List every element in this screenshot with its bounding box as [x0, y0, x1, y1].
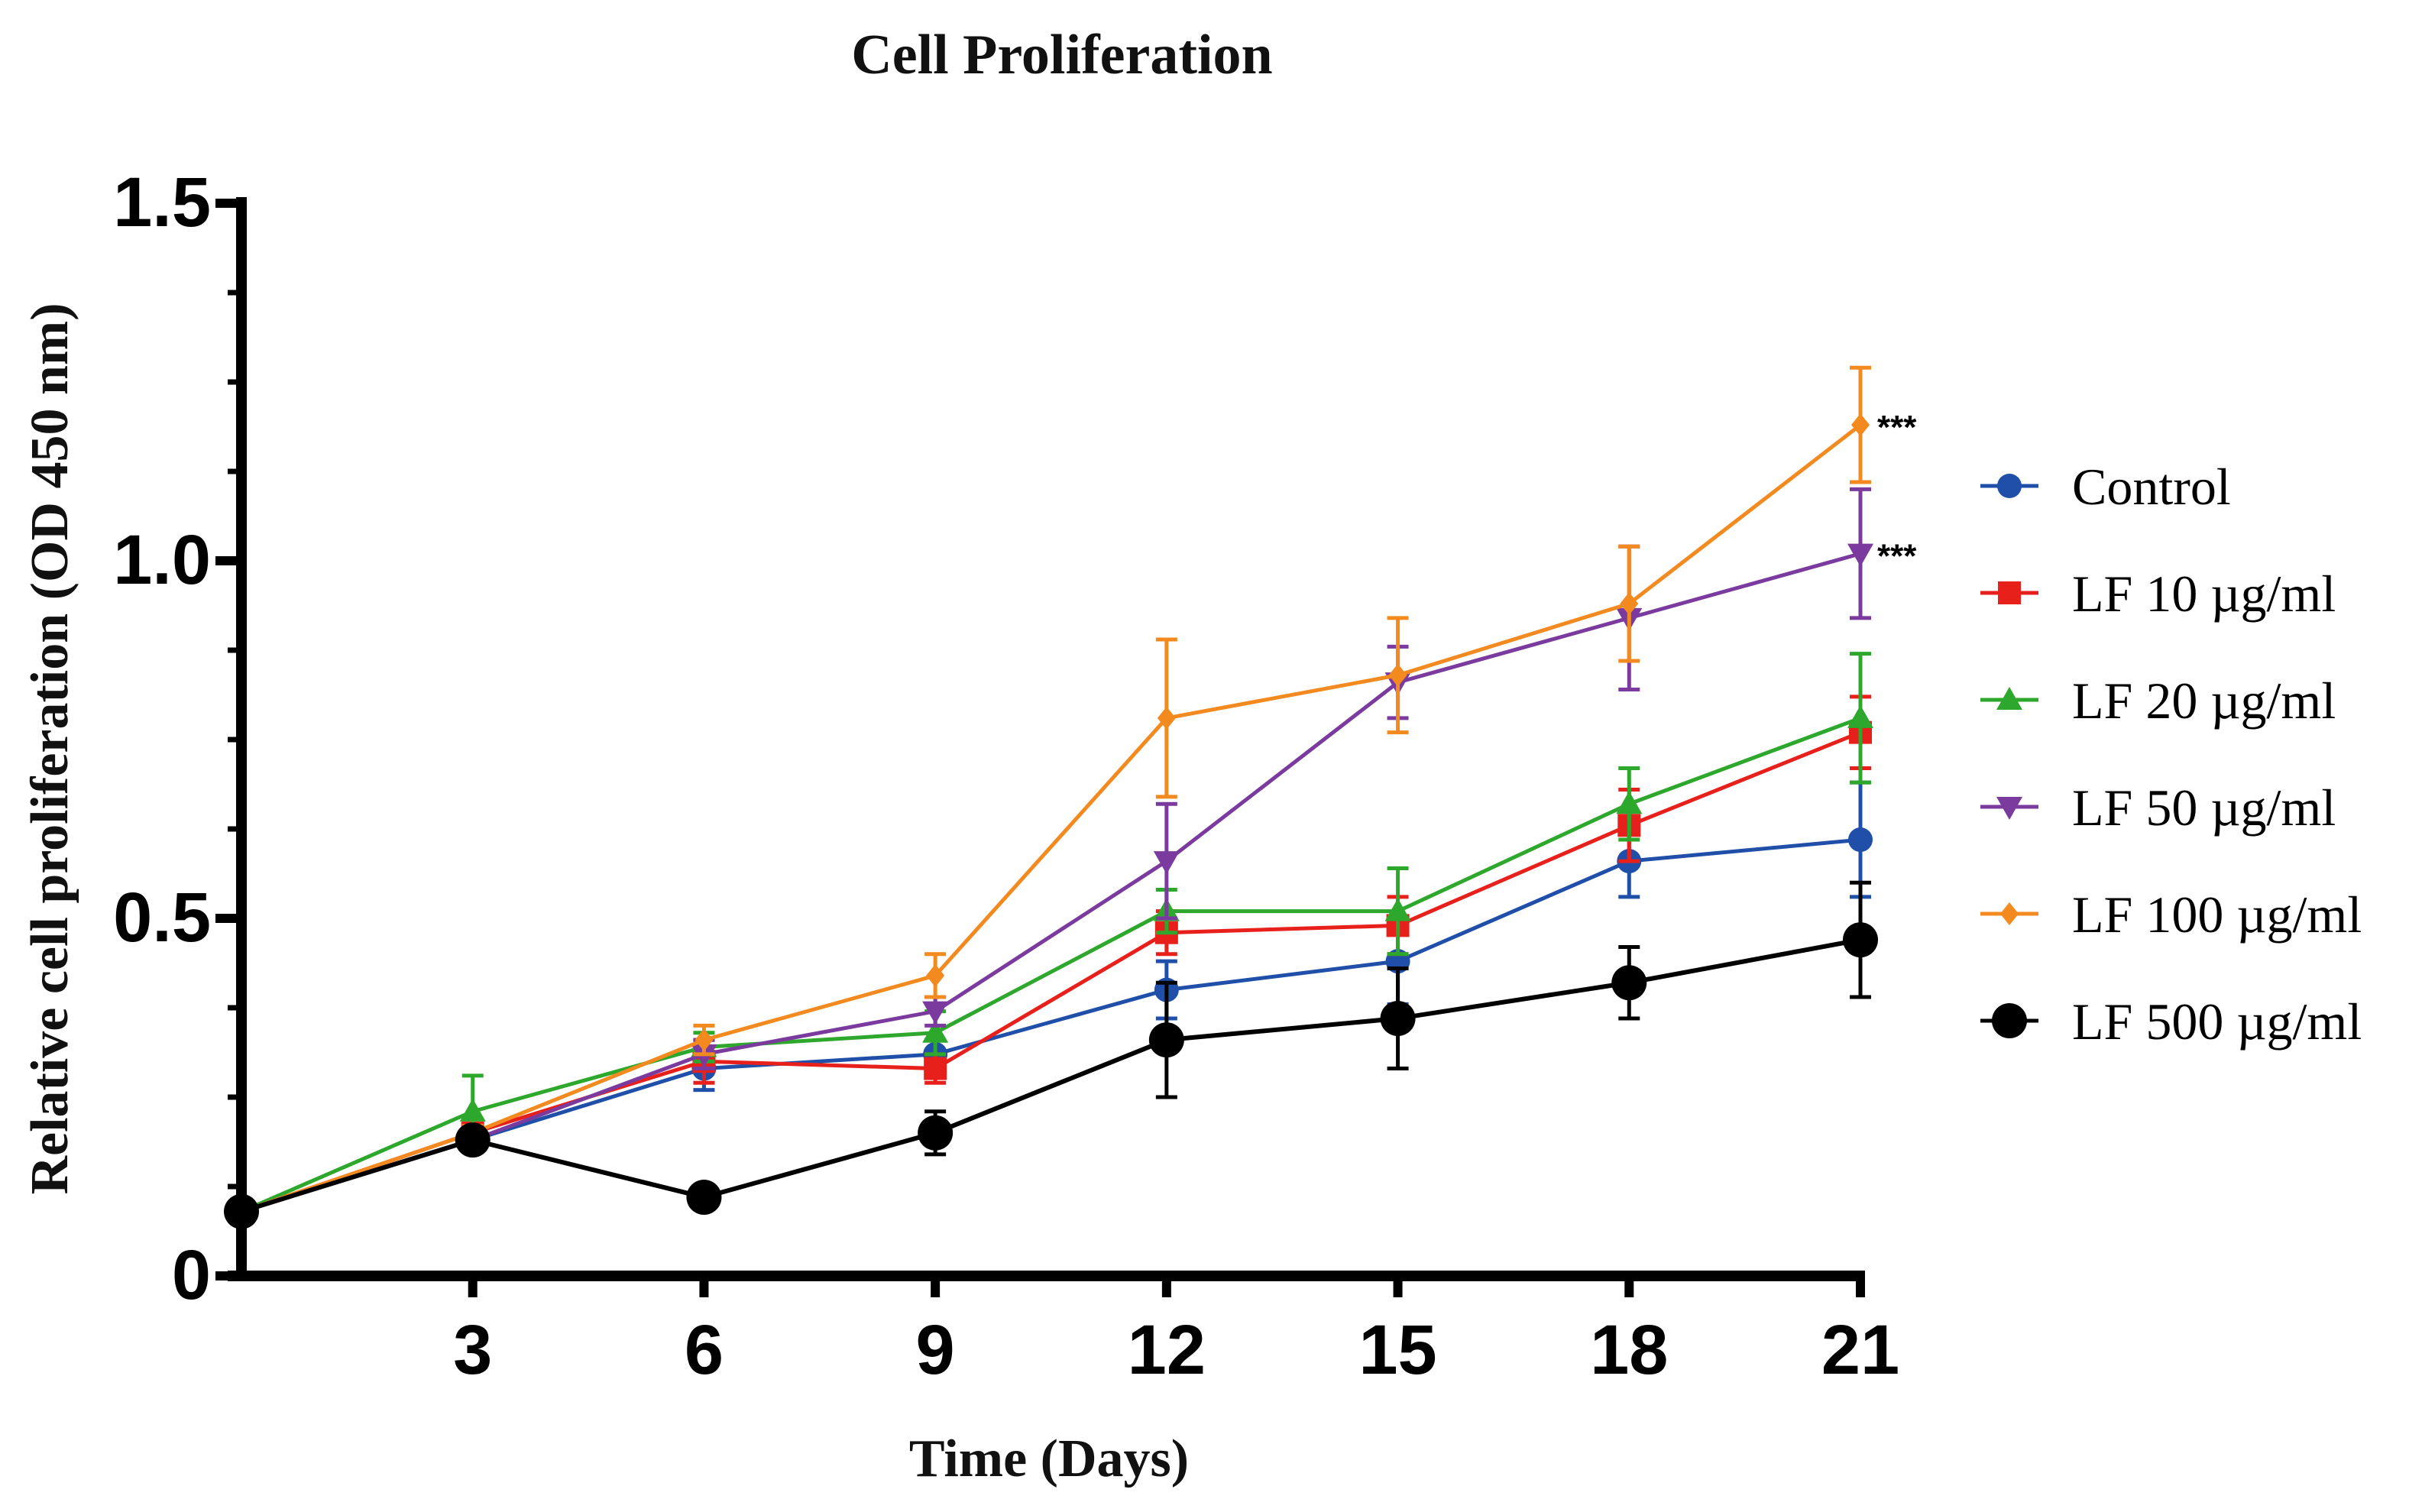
data-point	[1611, 965, 1647, 1001]
axes: 0 0.5 1.0 1.5 3 6 9 12 15 18 21	[113, 164, 1899, 1389]
data-point	[1848, 827, 1873, 853]
significance-annotations: *** ***	[1877, 409, 1917, 575]
legend-swatch-marker	[2000, 902, 2019, 925]
x-tick-label: 3	[453, 1311, 492, 1389]
data-point	[1380, 1001, 1416, 1037]
data-point	[1847, 543, 1873, 567]
series-line	[241, 730, 1861, 1214]
data-point	[1157, 706, 1176, 730]
series-lf-500-g-ml	[224, 880, 1878, 1229]
data-point	[1388, 663, 1407, 687]
legend-label: LF 500 µg/ml	[2072, 992, 2362, 1051]
data-point	[224, 1193, 259, 1229]
legend-swatch-marker	[1998, 581, 2021, 604]
data-point	[1384, 898, 1411, 921]
data-point	[1148, 1022, 1184, 1058]
x-tick-label: 9	[916, 1311, 955, 1389]
data-point	[924, 1057, 947, 1080]
chart-title: Cell Proliferation	[851, 24, 1272, 86]
x-tick-label: 21	[1821, 1311, 1899, 1389]
legend-item: LF 20 µg/ml	[1980, 672, 2336, 730]
data-point	[459, 1098, 486, 1122]
series-line	[241, 837, 1861, 1214]
y-axis-title: Relative cell proliferation (OD 450 nm)	[21, 303, 79, 1194]
data-point	[1843, 922, 1878, 958]
data-point	[1851, 413, 1870, 437]
data-point	[695, 1028, 714, 1052]
data-point	[922, 1001, 949, 1025]
legend-swatch-marker	[1992, 1003, 2027, 1038]
data-point	[455, 1122, 491, 1158]
legend-swatch-marker	[1997, 474, 2022, 498]
y-tick-label: 1.0	[113, 521, 211, 599]
x-tick-label: 6	[685, 1311, 724, 1389]
significance-marker: ***	[1877, 538, 1917, 575]
data-point	[918, 1115, 954, 1151]
plot-area	[224, 365, 1878, 1229]
x-tick-label: 15	[1358, 1311, 1436, 1389]
data-point	[1847, 704, 1873, 728]
legend-label: LF 100 µg/ml	[2072, 886, 2362, 944]
y-tick-label: 0.5	[113, 879, 211, 957]
data-point	[1616, 791, 1643, 814]
x-axis-title: Time (Days)	[909, 1429, 1189, 1488]
x-tick-label: 18	[1590, 1311, 1668, 1389]
series-lf-100-g-ml	[232, 365, 1871, 1223]
legend-label: LF 50 µg/ml	[2072, 779, 2336, 837]
legend-item: LF 100 µg/ml	[1980, 886, 2362, 944]
legend: Control LF 10 µg/ml LF 20 µg/ml LF 50 µg/ml…	[1980, 458, 2362, 1051]
legend-item: LF 10 µg/ml	[1980, 565, 2336, 623]
y-tick-label: 1.5	[113, 164, 211, 241]
data-point	[1620, 592, 1639, 616]
data-point	[1153, 851, 1180, 875]
series-line	[241, 552, 1861, 1214]
legend-swatch-marker	[1996, 797, 2022, 820]
legend-label: LF 20 µg/ml	[2072, 672, 2336, 730]
y-tick-label: 0	[172, 1236, 211, 1314]
legend-item: LF 50 µg/ml	[1980, 779, 2336, 837]
legend-label: Control	[2072, 458, 2231, 516]
series-line	[241, 937, 1861, 1214]
series-line	[241, 716, 1861, 1214]
data-point	[686, 1180, 722, 1216]
data-point	[926, 963, 945, 987]
legend-label: LF 10 µg/ml	[2072, 565, 2336, 623]
legend-item: Control	[1980, 458, 2231, 516]
legend-swatch-marker	[1996, 687, 2022, 710]
significance-marker: ***	[1877, 409, 1917, 446]
x-tick-label: 12	[1128, 1311, 1206, 1389]
series-line	[241, 423, 1862, 1214]
data-point	[922, 1019, 949, 1043]
legend-item: LF 500 µg/ml	[1980, 992, 2362, 1051]
